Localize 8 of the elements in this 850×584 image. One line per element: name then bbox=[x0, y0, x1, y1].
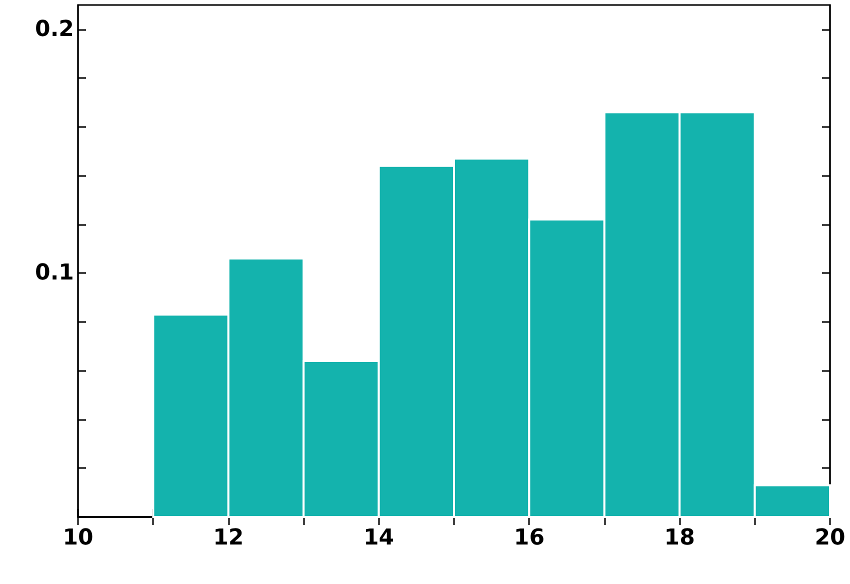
x-tick-label: 10 bbox=[62, 526, 94, 550]
x-tick-label: 12 bbox=[213, 526, 244, 550]
x-tick-label: 18 bbox=[664, 526, 695, 550]
x-tick-label: 14 bbox=[363, 526, 394, 550]
x-tick-label: 20 bbox=[814, 526, 846, 550]
y-tick-label: 0.1 bbox=[35, 260, 74, 286]
y-tick-label: 0.2 bbox=[35, 16, 74, 42]
x-tick-label: 16 bbox=[514, 526, 545, 550]
